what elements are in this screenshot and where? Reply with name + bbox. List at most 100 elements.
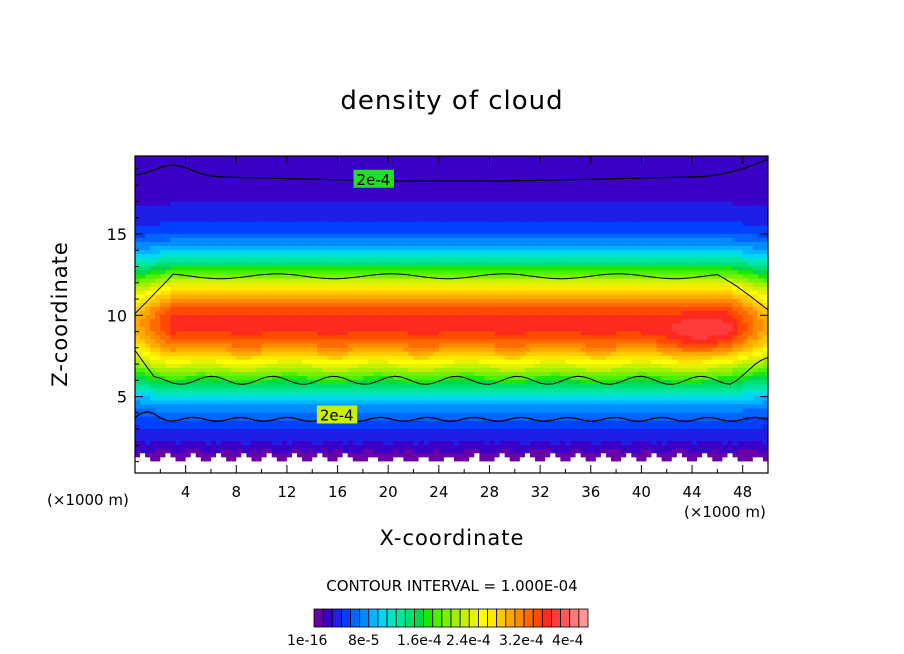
field-cell: [200, 399, 207, 405]
field-cell: [200, 168, 207, 173]
field-cell: [352, 241, 359, 247]
field-cell: [231, 407, 237, 413]
field-cell: [322, 286, 329, 291]
field-cell: [302, 253, 308, 259]
field-cell: [413, 164, 420, 169]
field-cell: [200, 432, 207, 438]
field-cell: [357, 399, 364, 405]
field-cell: [322, 347, 329, 352]
field-cell: [393, 176, 399, 181]
field-cell: [251, 253, 258, 259]
field-cell: [388, 456, 394, 462]
field-cell: [155, 460, 161, 466]
field-cell: [423, 196, 430, 202]
field-cell: [210, 204, 217, 210]
field-cell: [347, 464, 354, 470]
field-cell: [352, 363, 359, 368]
field-cell: [373, 420, 379, 425]
field-cell: [428, 363, 435, 368]
field-cell: [393, 277, 399, 283]
field-cell: [367, 310, 374, 316]
field-cell: [302, 156, 308, 161]
field-cell: [150, 172, 156, 177]
field-cell: [241, 395, 248, 401]
field-cell: [357, 367, 364, 372]
field-cell: [170, 330, 177, 336]
field-cell: [175, 294, 182, 299]
field-cell: [337, 233, 344, 238]
field-cell: [297, 460, 303, 466]
field-cell: [160, 322, 166, 328]
field-cell: [433, 261, 440, 267]
field-cell: [170, 212, 177, 218]
field-cell: [352, 192, 359, 198]
field-cell: [428, 371, 435, 377]
field-cell: [362, 399, 369, 405]
field-cell: [373, 225, 379, 230]
field-cell: [403, 424, 410, 429]
field-cell: [317, 334, 323, 340]
field-cell: [246, 233, 253, 238]
field-cell: [367, 412, 374, 417]
field-cell: [170, 351, 177, 356]
field-cell: [165, 310, 172, 316]
field-cell: [195, 273, 202, 279]
field-cell: [378, 261, 384, 267]
field-cell: [195, 221, 202, 226]
field-cell: [261, 412, 268, 417]
field-cell: [332, 164, 339, 169]
field-cell: [352, 456, 359, 462]
field-cell: [307, 342, 313, 348]
field-cell: [423, 424, 430, 429]
field-cell: [423, 172, 430, 177]
field-cell: [438, 464, 445, 470]
field-cell: [423, 188, 430, 194]
field-cell: [190, 391, 197, 397]
field-cell: [281, 233, 288, 238]
field-cell: [271, 200, 278, 206]
field-cell: [327, 371, 334, 377]
field-cell: [347, 261, 354, 267]
field-cell: [256, 164, 263, 169]
field-cell: [195, 322, 202, 328]
field-cell: [448, 290, 455, 295]
field-cell: [246, 468, 253, 473]
field-cell: [145, 196, 151, 202]
field-cell: [297, 306, 303, 312]
field-cell: [231, 367, 237, 372]
field-cell: [140, 257, 146, 263]
field-cell: [408, 395, 415, 401]
field-cell: [155, 363, 161, 368]
field-cell: [388, 448, 394, 454]
field-cell: [190, 249, 197, 255]
field-cell: [236, 184, 242, 190]
field-cell: [246, 375, 253, 381]
field-cell: [246, 298, 253, 303]
field-cell: [332, 347, 339, 352]
field-cell: [362, 322, 369, 328]
field-cell: [170, 200, 177, 206]
field-cell: [388, 379, 394, 385]
field-cell: [200, 460, 207, 466]
field-cell: [165, 326, 172, 332]
field-cell: [266, 436, 273, 442]
field-cell: [180, 460, 187, 466]
field-cell: [286, 310, 293, 316]
field-cell: [383, 407, 389, 413]
field-cell: [398, 468, 404, 473]
field-cell: [423, 355, 430, 360]
field-cell: [393, 347, 399, 352]
field-cell: [367, 395, 374, 401]
field-cell: [251, 416, 258, 421]
field-cell: [180, 420, 187, 425]
field-cell: [302, 290, 308, 295]
field-cell: [185, 229, 192, 234]
field-cell: [454, 310, 460, 316]
field-cell: [398, 330, 404, 336]
field-cell: [175, 347, 182, 352]
field-cell: [383, 204, 389, 210]
field-cell: [170, 237, 177, 242]
field-cell: [291, 281, 298, 287]
field-cell: [246, 440, 253, 446]
field-cell: [423, 176, 430, 181]
